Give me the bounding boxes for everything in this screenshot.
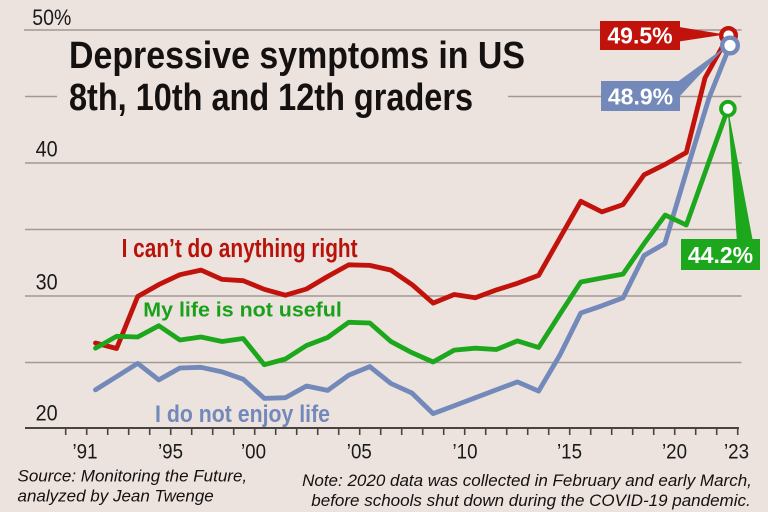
svg-text:44.2%: 44.2% bbox=[688, 242, 753, 268]
svg-text:Source: Monitoring the Future,: Source: Monitoring the Future, bbox=[18, 467, 248, 486]
svg-text:’00: ’00 bbox=[241, 441, 266, 464]
svg-text:’91: ’91 bbox=[73, 441, 98, 464]
svg-text:I do not enjoy life: I do not enjoy life bbox=[155, 401, 330, 428]
svg-text:’15: ’15 bbox=[557, 441, 582, 464]
svg-text:48.9%: 48.9% bbox=[608, 84, 673, 110]
svg-text:My life is not useful: My life is not useful bbox=[143, 300, 341, 322]
svg-text:40: 40 bbox=[36, 136, 58, 161]
svg-text:Depressive symptoms in US: Depressive symptoms in US bbox=[69, 35, 525, 77]
svg-text:30: 30 bbox=[36, 269, 58, 294]
svg-text:20: 20 bbox=[36, 401, 58, 426]
svg-text:analyzed by Jean Twenge: analyzed by Jean Twenge bbox=[18, 487, 214, 506]
svg-text:’05: ’05 bbox=[347, 441, 372, 464]
svg-text:’95: ’95 bbox=[158, 441, 183, 464]
svg-text:49.5%: 49.5% bbox=[607, 23, 672, 49]
svg-text:Note: 2020 data was collected: Note: 2020 data was collected in Februar… bbox=[302, 471, 752, 490]
svg-text:’23: ’23 bbox=[724, 441, 749, 464]
svg-text:’20: ’20 bbox=[662, 441, 687, 464]
svg-text:before schools shut down durin: before schools shut down during the COVI… bbox=[311, 491, 750, 510]
svg-text:50%: 50% bbox=[32, 5, 71, 30]
svg-text:8th, 10th and 12th graders: 8th, 10th and 12th graders bbox=[69, 77, 473, 119]
svg-text:’10: ’10 bbox=[453, 441, 478, 464]
svg-text:I can’t do anything right: I can’t do anything right bbox=[122, 235, 358, 263]
